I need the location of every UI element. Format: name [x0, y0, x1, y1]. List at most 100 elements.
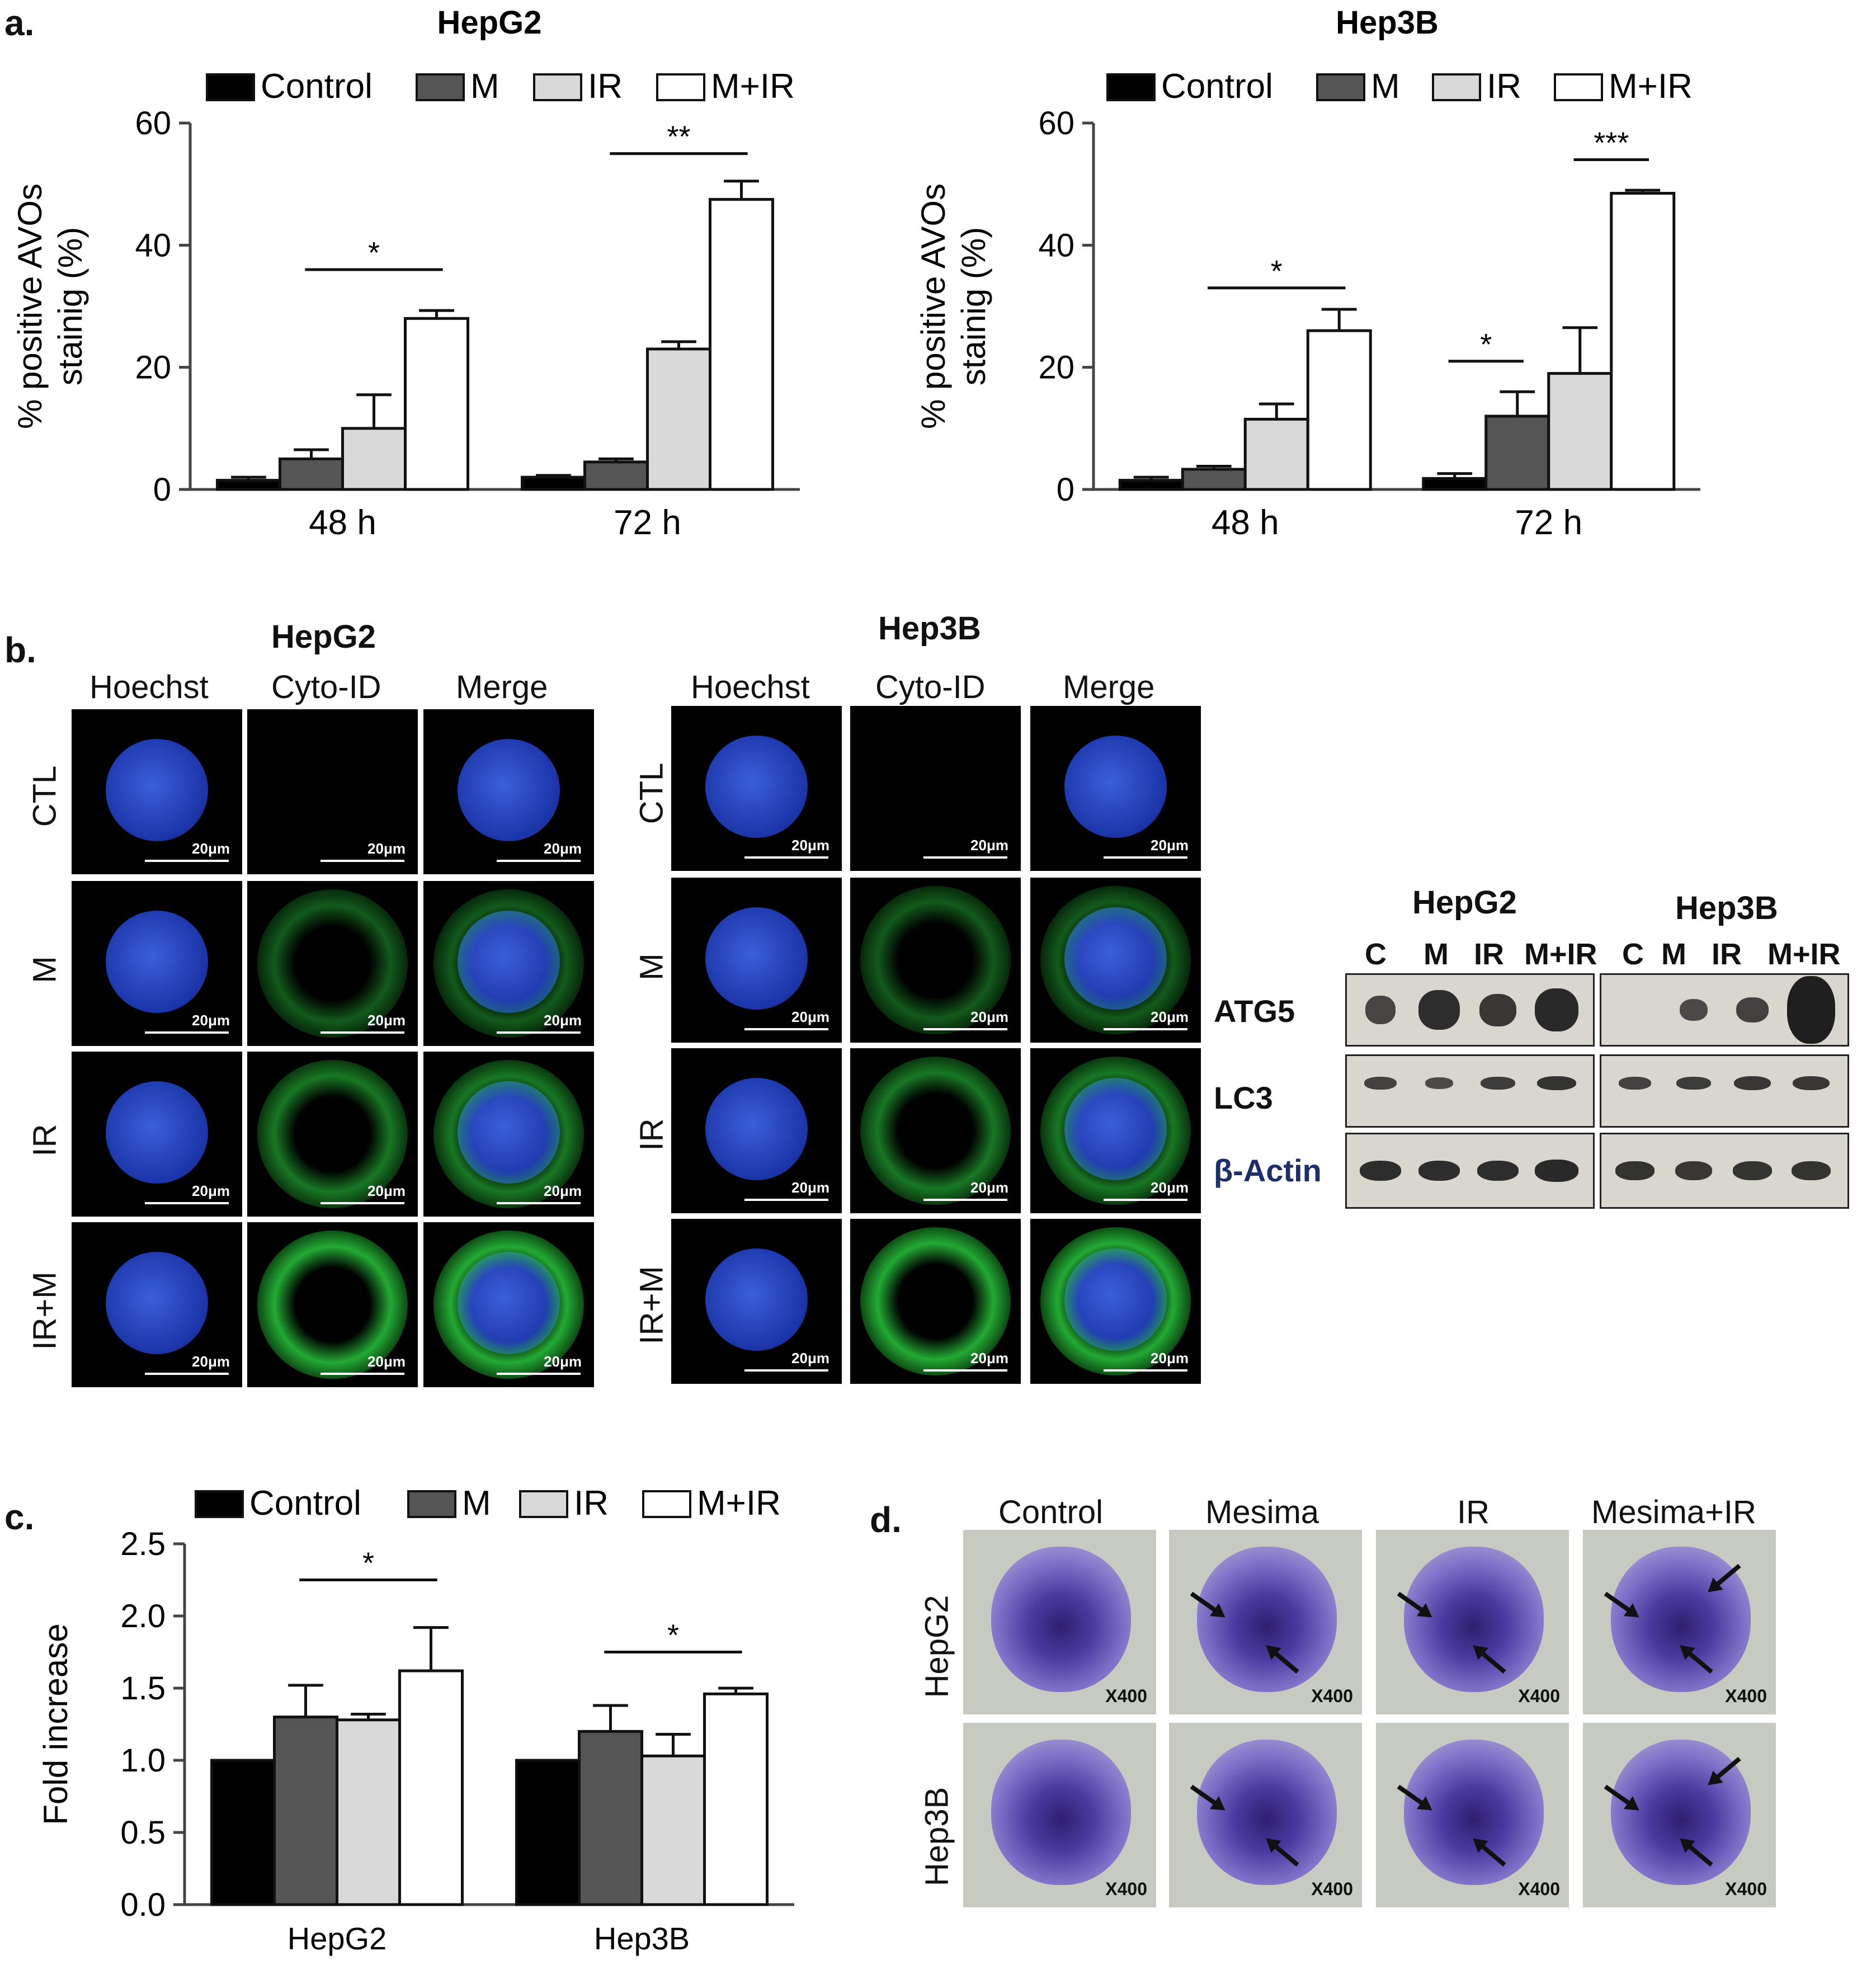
blot-band: [1537, 1076, 1576, 1091]
stain-col-mesima: Mesima: [1205, 1494, 1319, 1530]
y-tick-label: 2.5: [120, 1526, 166, 1562]
y-tick-label: 1.5: [120, 1670, 166, 1707]
legend-label: M: [462, 1484, 491, 1523]
legend-swatch: [533, 73, 582, 101]
scale-label: 20μm: [544, 1353, 582, 1370]
blot-band: [1736, 997, 1769, 1023]
scale-bar: [145, 1031, 229, 1034]
scale-label: 20μm: [367, 1353, 406, 1370]
magnification-label: X400: [1518, 1686, 1560, 1706]
micro-hepg2-m-hoechst: 20μm: [72, 881, 242, 1046]
scale-bar: [320, 1031, 404, 1034]
cytoplasm-stain: [860, 885, 1011, 1035]
blot-band: [1734, 1076, 1771, 1091]
cytoplasm-stain: [1040, 1227, 1191, 1376]
bar: [398, 1669, 464, 1906]
micro-hep3b-ir-merge: 20μm: [1030, 1048, 1201, 1213]
panel-b-hep3b-title: Hep3B: [878, 610, 981, 647]
micro-hep3b-ctl-merge: 20μm: [1030, 706, 1201, 871]
cytoplasm-stain: [860, 1227, 1011, 1376]
chart-title: HepG2: [437, 4, 542, 41]
significance-label: *: [667, 1619, 679, 1652]
bar: [216, 479, 281, 491]
y-tick-label: 20: [1038, 350, 1074, 386]
cytoplasm-stain: [433, 1230, 584, 1379]
stain-hep3b-control: X400: [963, 1723, 1156, 1907]
col-cytoid-hep3b: Cyto-ID: [875, 669, 986, 705]
scale-bar: [497, 1031, 581, 1034]
blot-band: [1535, 1160, 1578, 1182]
blot-band: [1675, 1161, 1712, 1180]
blot-label-lc3: LC3: [1214, 1080, 1273, 1115]
scale-label: 20μm: [544, 1182, 582, 1199]
scale-bar: [145, 1373, 229, 1375]
y-tick-label: 1.0: [120, 1742, 166, 1779]
micro-hep3b-ctl-cytoid: 20μm: [850, 706, 1021, 871]
blot-band: [1676, 1077, 1711, 1090]
blot-lane-mir-hepg2: M+IR: [1524, 937, 1597, 971]
micro-hep3b-irm-cytoid: 20μm: [850, 1219, 1021, 1384]
y-tick-label: 0: [153, 472, 171, 508]
cytoplasm-stain: [1040, 1056, 1191, 1205]
y-tick-label: 0: [1057, 472, 1074, 508]
scale-bar: [744, 1199, 828, 1201]
stain-col-control: Control: [998, 1494, 1103, 1530]
row-m-hep3b: M: [633, 953, 670, 981]
scale-label: 20μm: [791, 1009, 829, 1025]
y-tick-label: 40: [135, 227, 171, 263]
scale-label: 20μm: [367, 840, 406, 857]
bar: [640, 1754, 706, 1906]
scale-label: 20μm: [970, 837, 1008, 854]
blot-band: [1535, 988, 1578, 1031]
scale-label: 20μm: [1151, 1009, 1189, 1025]
blot-band: [1733, 1161, 1772, 1180]
scale-bar: [744, 856, 828, 859]
blot-actin-hep3b: [1600, 1133, 1849, 1209]
nucleus: [106, 1252, 208, 1354]
y-tick-label: 60: [1038, 105, 1074, 142]
blot-lane-c-hepg2: C: [1365, 937, 1387, 971]
significance-label: **: [667, 120, 690, 154]
stained-cell: [991, 1740, 1131, 1885]
scale-bar: [923, 856, 1007, 859]
y-tick-label: 0.5: [120, 1815, 166, 1851]
scale-label: 20μm: [367, 1012, 406, 1029]
scale-label: 20μm: [970, 1350, 1008, 1367]
nucleus: [705, 736, 808, 838]
y-tick-label: 60: [135, 105, 171, 142]
micro-hep3b-ir-hoechst: 20μm: [671, 1048, 842, 1213]
legend-swatch: [642, 1490, 691, 1518]
blot-lane-c-hep3b: C: [1622, 937, 1644, 971]
blot-band: [1477, 1160, 1519, 1181]
blot-band: [1680, 998, 1708, 1021]
y-tick-label: 0.0: [120, 1887, 166, 1923]
micro-hepg2-ctl-merge: 20μm: [423, 709, 594, 874]
row-ctl-hep3b: CTL: [633, 762, 670, 824]
bar: [1610, 192, 1676, 491]
stain-hep3b-mesima: X400: [1169, 1723, 1362, 1907]
legend-swatch: [195, 1490, 244, 1518]
cytoplasm-stain: [433, 889, 584, 1038]
scale-bar: [1104, 856, 1187, 859]
micro-hepg2-m-cytoid: 20μm: [247, 881, 418, 1046]
nucleus: [705, 1248, 808, 1351]
scale-label: 20μm: [791, 837, 829, 854]
scale-bar: [320, 860, 404, 862]
scale-label: 20μm: [970, 1179, 1008, 1196]
micro-hepg2-ir-cytoid: 20μm: [247, 1052, 418, 1217]
panel-b-hepg2-title: HepG2: [271, 619, 376, 655]
scale-bar: [744, 1028, 828, 1030]
panel-b-letter: b.: [4, 630, 36, 670]
blot-atg5-hep3b: [1600, 973, 1849, 1047]
x-tick-label: Hep3B: [594, 1921, 690, 1956]
x-tick-label: 48 h: [1212, 503, 1279, 542]
blot-label-actin: β-Actin: [1214, 1153, 1322, 1188]
y-tick-label: 2.0: [120, 1598, 166, 1634]
row-ir-hepg2: IR: [26, 1124, 63, 1157]
cytoplasm-stain: [257, 889, 408, 1038]
scale-label: 20μm: [791, 1179, 829, 1196]
micro-hep3b-m-merge: 20μm: [1030, 878, 1201, 1043]
cytoplasm-stain: [257, 1230, 408, 1379]
scale-bar: [923, 1369, 1007, 1372]
scale-bar: [145, 1202, 229, 1204]
